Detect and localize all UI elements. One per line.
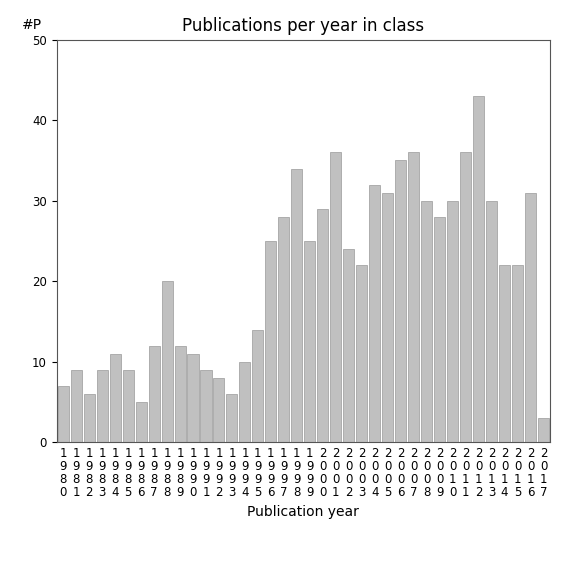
X-axis label: Publication year: Publication year (247, 505, 359, 519)
Bar (512, 265, 523, 442)
Bar (486, 201, 497, 442)
Bar (318, 209, 328, 442)
Bar (226, 394, 238, 442)
Bar (447, 201, 458, 442)
Bar (525, 193, 536, 442)
Bar (304, 241, 315, 442)
Bar (149, 346, 159, 442)
Bar (252, 329, 264, 442)
Bar (109, 354, 121, 442)
Bar (356, 265, 367, 442)
Bar (434, 217, 445, 442)
Text: #P: #P (22, 18, 43, 32)
Bar (201, 370, 211, 442)
Bar (499, 265, 510, 442)
Bar (213, 378, 225, 442)
Bar (538, 418, 549, 442)
Bar (291, 168, 302, 442)
Bar (473, 96, 484, 442)
Bar (421, 201, 432, 442)
Title: Publications per year in class: Publications per year in class (182, 18, 425, 35)
Bar (84, 394, 95, 442)
Bar (136, 402, 147, 442)
Bar (265, 241, 276, 442)
Bar (122, 370, 134, 442)
Bar (460, 153, 471, 442)
Bar (369, 185, 380, 442)
Bar (382, 193, 393, 442)
Bar (239, 362, 251, 442)
Bar (175, 346, 185, 442)
Bar (96, 370, 108, 442)
Bar (162, 281, 172, 442)
Bar (408, 153, 419, 442)
Bar (71, 370, 82, 442)
Bar (343, 249, 354, 442)
Bar (331, 153, 341, 442)
Bar (278, 217, 289, 442)
Bar (395, 160, 406, 442)
Bar (58, 386, 69, 442)
Bar (188, 354, 198, 442)
